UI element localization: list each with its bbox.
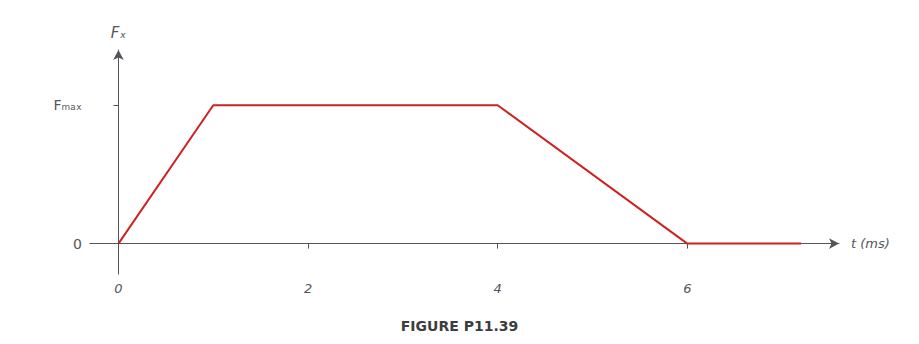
svg-text:0: 0 — [73, 236, 82, 252]
svg-text:6: 6 — [683, 281, 691, 296]
svg-text:4: 4 — [494, 281, 502, 296]
svg-text:2: 2 — [304, 281, 312, 296]
svg-text:0: 0 — [114, 281, 122, 296]
svg-text:FIGURE P11.39: FIGURE P11.39 — [401, 318, 518, 334]
svg-text:Fₓ: Fₓ — [111, 24, 127, 42]
svg-text:t (ms): t (ms) — [851, 236, 890, 251]
svg-text:Fₘₐₓ: Fₘₐₓ — [54, 97, 82, 113]
